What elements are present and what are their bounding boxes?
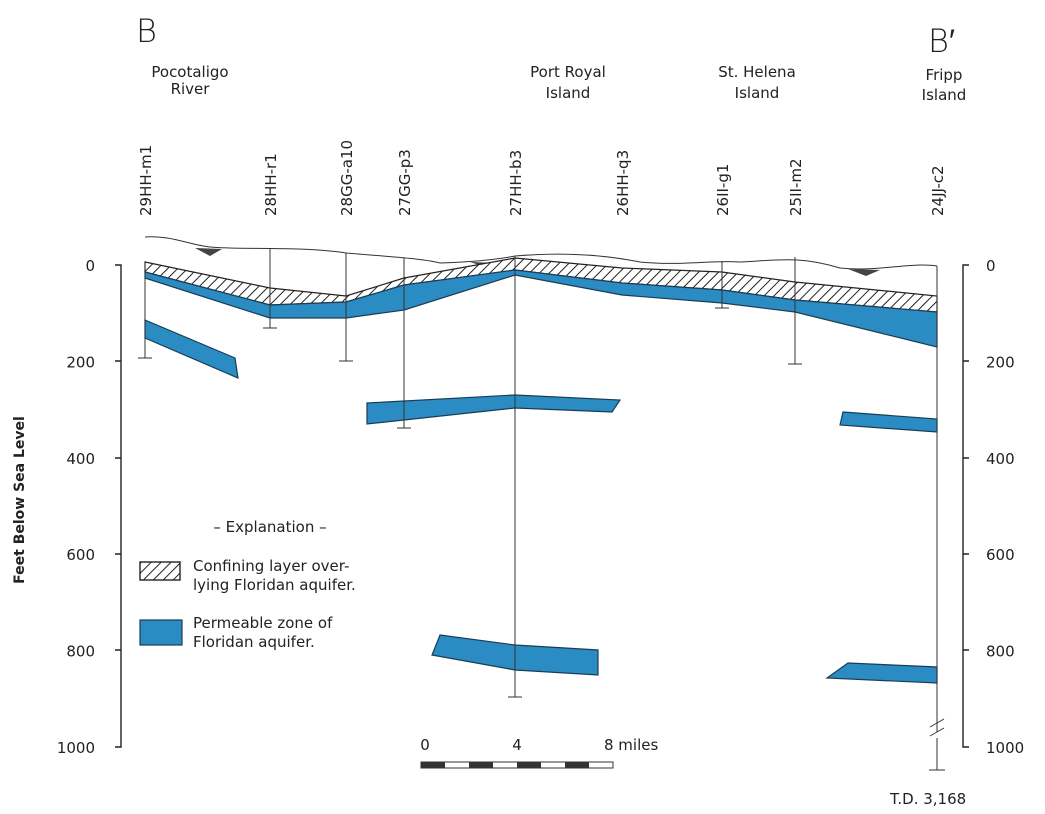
tick-label: 0 [986,257,996,275]
well-bore [138,248,945,771]
tick-label: 200 [66,353,95,371]
location: River [171,80,211,98]
well-name: 24JJ-c2 [929,165,947,216]
tick-label: 0 [85,257,95,275]
location: Port Royal [530,63,606,81]
legend-text: Floridan aquifer. [193,633,315,651]
right-axis [962,264,969,748]
scale-label: 4 [512,736,522,754]
ground-surface [144,236,938,270]
legend-swatch [139,561,181,581]
well-name: 27GG-p3 [396,149,414,216]
explanation-title: – Explanation – [213,518,326,536]
tick-label: 800 [986,643,1015,661]
tick-label: 1000 [57,739,95,757]
scale-label: 8 miles [604,736,658,754]
tick-label: 600 [66,546,95,564]
tick-label: 600 [986,546,1015,564]
tick-label: 400 [986,450,1015,468]
explanation: – Explanation – Confining layer over- ly… [139,518,356,651]
left-axis [115,264,122,748]
tick-label: 200 [986,353,1015,371]
wells [138,248,945,771]
tick-label: 800 [66,643,95,661]
location: St. Helena [718,63,796,81]
location: Island [735,84,780,102]
legend-swatch [139,619,183,646]
well-name: 28HH-r1 [262,153,280,216]
well-name: 26HH-q3 [614,150,632,216]
legend-text: lying Floridan aquifer. [193,576,356,594]
legend-text: Confining layer over- [193,557,349,575]
location: Island [922,86,967,104]
well-name: 26II-g1 [714,164,732,216]
location: Island [546,84,591,102]
location: Fripp [926,66,963,84]
axis-label: Feet Below Sea Level [12,416,28,584]
well-name: 28GG-a10 [338,140,356,216]
total-depth: T.D. 3,168 [889,790,966,808]
well-name: 29HH-m1 [137,145,155,216]
well-name: 25II-m2 [787,158,805,216]
tick-label: 1000 [986,739,1024,757]
well-name: 27HH-b3 [507,150,525,216]
scale-bar: 0 4 8 miles [420,736,658,769]
location: Pocotaligo [151,63,228,81]
legend-text: Permeable zone of [193,614,333,632]
section-end: B′ [928,22,955,60]
section-start: B [136,12,157,50]
locations: Pocotaligo River Port Royal Island St. H… [151,63,966,104]
tick-label: 400 [66,450,95,468]
scale-label: 0 [420,736,430,754]
